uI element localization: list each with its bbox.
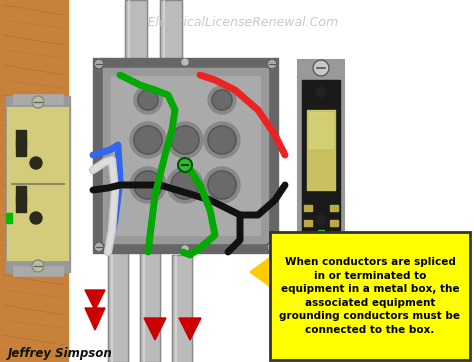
Circle shape <box>208 171 236 199</box>
Bar <box>140 250 160 362</box>
Circle shape <box>167 167 203 203</box>
Bar <box>330 220 338 226</box>
Bar <box>125 0 147 62</box>
FancyArrow shape <box>250 256 280 288</box>
Bar <box>108 250 128 362</box>
Text: ©ElectricalLicenseRenewal.Com: ©ElectricalLicenseRenewal.Com <box>136 16 338 29</box>
Polygon shape <box>85 308 105 330</box>
Bar <box>6 213 12 223</box>
Circle shape <box>130 167 166 203</box>
Bar <box>8 108 68 260</box>
Circle shape <box>30 157 42 169</box>
Circle shape <box>134 86 162 114</box>
Circle shape <box>316 215 326 225</box>
Circle shape <box>208 86 236 114</box>
Circle shape <box>94 242 104 252</box>
Bar <box>16 140 26 156</box>
Circle shape <box>167 122 203 158</box>
Circle shape <box>267 59 277 69</box>
Text: When conductors are spliced
in or terminated to
equipment in a metal box, the
as: When conductors are spliced in or termin… <box>280 257 461 335</box>
Bar <box>270 232 470 360</box>
Bar <box>140 250 160 362</box>
Circle shape <box>171 126 199 154</box>
Bar <box>298 60 344 260</box>
Bar <box>160 0 182 62</box>
Bar <box>16 196 26 212</box>
Bar <box>304 205 312 211</box>
Circle shape <box>313 60 329 76</box>
Circle shape <box>182 59 188 65</box>
Bar <box>309 112 333 148</box>
Bar <box>93 58 278 253</box>
Circle shape <box>138 90 158 110</box>
Circle shape <box>204 122 240 158</box>
Bar <box>103 68 268 243</box>
Circle shape <box>30 212 42 224</box>
Bar <box>0 0 68 362</box>
Bar <box>13 266 63 276</box>
Circle shape <box>94 59 104 69</box>
Circle shape <box>178 158 192 172</box>
Bar <box>6 96 70 272</box>
Bar <box>304 220 312 226</box>
Circle shape <box>130 122 166 158</box>
Circle shape <box>313 244 329 260</box>
Bar <box>16 130 26 146</box>
Circle shape <box>204 167 240 203</box>
Bar <box>330 205 338 211</box>
Circle shape <box>267 242 277 252</box>
Bar <box>111 76 260 235</box>
Bar <box>302 80 340 240</box>
Bar <box>172 255 192 362</box>
Bar <box>318 230 324 238</box>
Bar <box>108 250 128 362</box>
Polygon shape <box>144 318 166 340</box>
Polygon shape <box>179 318 201 340</box>
Circle shape <box>134 171 162 199</box>
Text: Jeffrey Simpson: Jeffrey Simpson <box>8 348 113 361</box>
Bar <box>13 94 63 104</box>
Bar <box>172 255 192 362</box>
Circle shape <box>134 126 162 154</box>
Circle shape <box>212 90 232 110</box>
Circle shape <box>32 96 44 108</box>
Circle shape <box>316 87 326 97</box>
Polygon shape <box>85 290 105 310</box>
Circle shape <box>171 171 199 199</box>
Bar <box>307 110 335 190</box>
Circle shape <box>182 246 188 252</box>
Bar <box>125 0 147 62</box>
Circle shape <box>208 126 236 154</box>
Bar <box>16 186 26 202</box>
Circle shape <box>32 260 44 272</box>
Bar <box>160 0 182 62</box>
